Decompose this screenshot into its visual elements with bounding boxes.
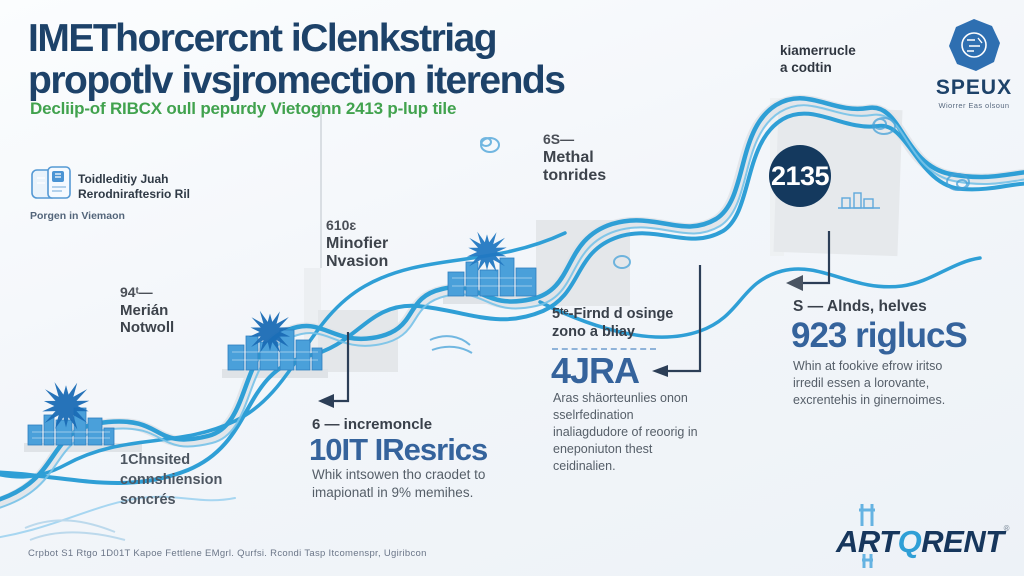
logo-decor-icon <box>859 504 875 568</box>
callout-right-headline: 923 riglucS <box>791 316 968 355</box>
feather-doodle <box>24 519 126 541</box>
callout-connectors <box>318 231 831 408</box>
scribble-knots <box>429 117 970 354</box>
star-burst-icon <box>42 231 507 430</box>
footer-logo-accent: Q <box>897 524 922 559</box>
footer-logo-suffix: RENT <box>921 524 1004 559</box>
title-line2: propotlv ivsjromection iterends <box>28 59 566 102</box>
callout-right-body: Whin at fookive efrow iritso irredil ess… <box>793 359 946 407</box>
callout-bottom-headline: 10IT IResrics <box>309 432 488 467</box>
document-icon <box>31 166 71 199</box>
left-note-line2: connshiension <box>120 472 223 488</box>
brand-tagline: Wiorrer Eas olsoun <box>938 101 1010 110</box>
page-title: IMEThorcercnt iClenkstriag propotlv ivsj… <box>28 18 628 102</box>
callout-mid-body: Aras shäorteunlies onon sselrfedination … <box>553 391 698 473</box>
brand-name: SPEUX <box>935 76 1013 99</box>
milestone-3-label2: tonrides <box>543 167 607 184</box>
callout-bottom-kicker: 6 — incremoncle <box>312 416 433 433</box>
footer-fineprint: Crpbot S1 Rtgo 1D01T Kapoe Fettlene EMgr… <box>28 548 427 559</box>
dashed-separator <box>552 348 656 350</box>
milestone-3-label1: Methal <box>543 148 594 166</box>
left-note-line3: soncrés <box>120 492 176 508</box>
footer-logo-prefix: ART <box>836 524 898 559</box>
title-line1: IMEThorcercnt iClenkstriag <box>28 17 498 60</box>
registered-mark: ® <box>1003 524 1010 533</box>
callout-mid-kicker2: zono a bliay <box>552 324 635 340</box>
milestone-2-label1: Minofier <box>326 234 389 252</box>
left-note-line1: 1Chnsited <box>120 452 191 468</box>
callout-mid-kicker1: 5ᵗᵉ-Firnd d osinge <box>552 306 674 322</box>
flow-ribbons <box>0 96 1024 539</box>
milestone-1: 94ᵗ— Merián Notwoll <box>120 284 174 337</box>
milestone-2: 610ɛ Minofier Nvasion <box>326 216 388 272</box>
legend-text: Toidleditiy Juah Rerodniraftesrio Ril <box>78 172 208 202</box>
milestone-1-label1: Merián <box>120 301 169 319</box>
top-right-note: kiamerrucle a codtin <box>780 42 856 76</box>
milestone-3: 6S— Methal tonrides <box>543 130 606 186</box>
milestone-2-value: 610ɛ <box>326 217 357 233</box>
left-note: 1Chnsited connshiension soncrés <box>120 450 222 510</box>
footer-logo: ARTQRENT® <box>836 524 1010 560</box>
legend-line2: Rerodniraftesrio Ril <box>78 187 191 201</box>
legend-block: Toidleditiy Juah Rerodniraftesrio Ril Po… <box>30 166 220 226</box>
milestone-1-label2: Notwoll <box>120 319 175 336</box>
milestone-3-value: 6S— <box>543 131 575 147</box>
callout-right-kicker: S — Alnds, helves <box>793 298 927 315</box>
milestone-circle: 2135 <box>769 145 831 207</box>
callout-mid: 5ᵗᵉ-Firnd d osinge zono a bliay <box>552 305 712 341</box>
arrow-left-icon <box>652 365 668 377</box>
page-subtitle: Decliip-of RIBCX oull pepurdy Vietognn 2… <box>30 99 457 118</box>
city-skyline-icon <box>27 192 880 446</box>
milestone-2-label2: Nvasion <box>326 253 389 270</box>
callout-bottom-body: Whik intsowen tho craodet to imapionatl … <box>312 467 486 500</box>
arrow-left-icon <box>318 394 334 408</box>
callout-mid-headline: 4JRA <box>551 350 640 391</box>
arrow-left-icon <box>786 275 803 291</box>
legend-line1: Toidleditiy Juah <box>78 172 169 186</box>
hexagon-logo-icon <box>949 19 1000 71</box>
note-line2: a codtin <box>780 60 832 75</box>
note-line1: kiamerrucle <box>780 43 856 58</box>
brand-badge: SPEUX Wiorrer Eas olsoun <box>922 16 1024 110</box>
milestone-1-value: 94ᵗ— <box>120 284 153 300</box>
legend-caption: Porgen in Viemaon <box>30 210 125 222</box>
